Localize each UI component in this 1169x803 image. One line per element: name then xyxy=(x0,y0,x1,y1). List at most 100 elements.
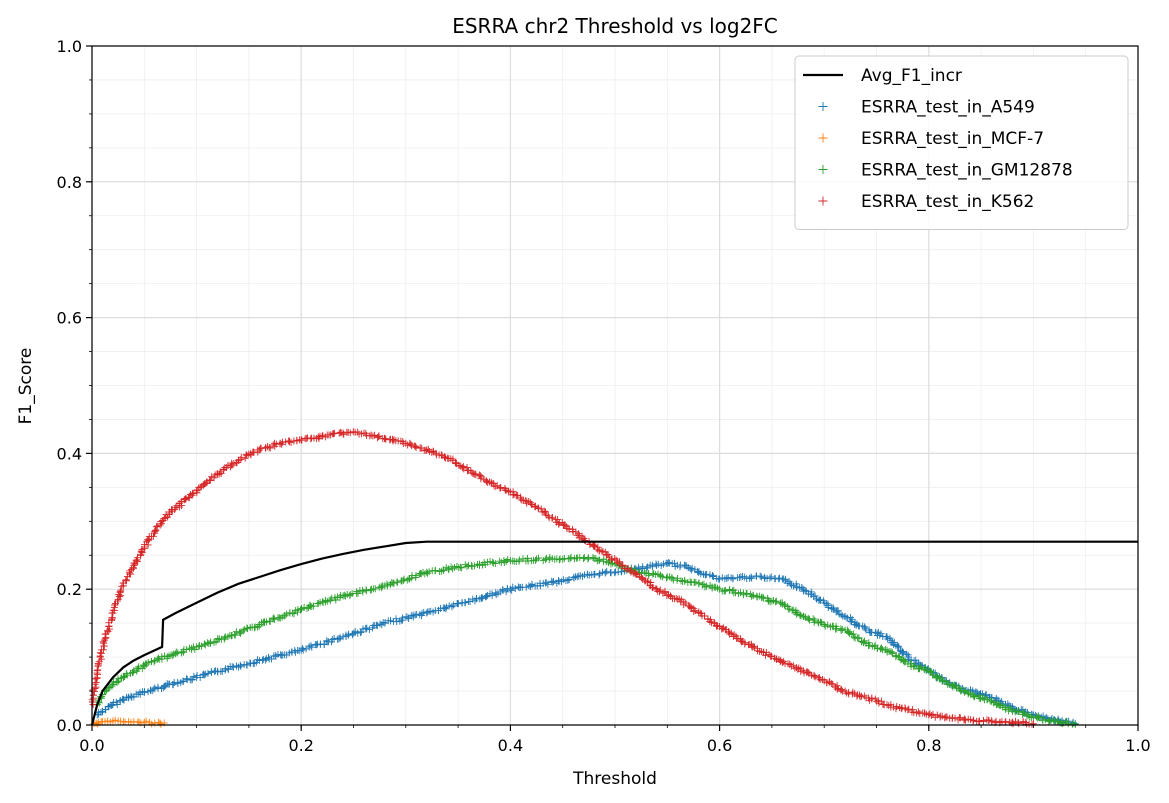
data-point xyxy=(105,702,113,710)
data-point xyxy=(593,545,601,553)
data-point xyxy=(210,474,218,482)
data-point xyxy=(171,506,179,514)
data-point xyxy=(598,547,606,555)
data-point xyxy=(686,578,694,586)
legend-label: ESRRA_test_in_K562 xyxy=(861,192,1034,212)
data-point xyxy=(237,662,245,670)
data-point xyxy=(772,654,780,662)
data-point xyxy=(598,568,606,576)
data-point xyxy=(151,527,159,535)
data-point xyxy=(838,686,846,694)
y-tick-label: 0.4 xyxy=(57,444,82,463)
data-point xyxy=(132,557,140,565)
data-point xyxy=(298,436,306,444)
data-point xyxy=(542,579,550,587)
data-point xyxy=(235,628,243,636)
data-point xyxy=(1015,708,1023,716)
data-point xyxy=(298,644,306,652)
data-point xyxy=(94,660,102,668)
data-point xyxy=(564,576,572,584)
y-tick-label: 1.0 xyxy=(57,37,82,56)
data-point xyxy=(286,438,294,446)
data-point xyxy=(494,589,502,597)
data-point xyxy=(767,653,775,661)
data-point xyxy=(920,666,928,674)
data-point xyxy=(555,520,563,528)
data-point xyxy=(514,491,522,499)
data-point xyxy=(470,562,478,570)
data-point xyxy=(759,593,767,601)
data-point xyxy=(1045,717,1053,725)
data-point xyxy=(548,578,556,586)
data-point xyxy=(672,594,680,602)
data-point xyxy=(548,514,556,522)
data-point xyxy=(216,468,224,476)
data-point xyxy=(589,553,597,561)
data-point xyxy=(988,718,996,726)
data-point xyxy=(174,679,182,687)
data-point xyxy=(748,642,756,650)
data-point xyxy=(428,448,436,456)
data-point xyxy=(591,570,599,578)
data-point xyxy=(743,590,751,598)
data-point xyxy=(992,717,1000,725)
data-point xyxy=(105,684,113,692)
data-point xyxy=(492,590,500,598)
data-point xyxy=(772,597,780,605)
data-point xyxy=(843,614,851,622)
legend-plus-marker xyxy=(818,196,828,206)
data-point xyxy=(357,628,365,636)
data-point xyxy=(847,618,855,626)
data-point xyxy=(390,579,398,587)
data-point xyxy=(801,586,809,594)
data-point xyxy=(224,633,232,641)
data-point xyxy=(448,602,456,610)
data-point xyxy=(119,695,127,703)
data-point xyxy=(342,592,350,600)
data-point xyxy=(534,504,542,512)
data-point xyxy=(849,630,857,638)
data-point xyxy=(701,583,709,591)
data-point xyxy=(290,610,298,618)
data-point xyxy=(932,674,940,682)
data-point xyxy=(307,642,315,650)
data-point xyxy=(756,572,764,580)
data-point xyxy=(92,678,100,686)
data-point xyxy=(492,482,500,490)
data-point xyxy=(309,602,317,610)
data-point xyxy=(431,567,439,575)
y-axis-label: F1_Score xyxy=(16,348,36,425)
data-point xyxy=(202,479,210,487)
data-point xyxy=(970,716,978,724)
data-point xyxy=(829,604,837,612)
data-point xyxy=(570,574,578,582)
data-point xyxy=(217,469,225,477)
data-point xyxy=(488,592,496,600)
data-point xyxy=(108,701,116,709)
series-esrra-test-in-k562 xyxy=(88,428,1037,728)
data-point xyxy=(393,578,401,586)
data-point xyxy=(720,587,728,595)
data-point xyxy=(971,692,979,700)
data-point xyxy=(236,661,244,669)
data-point xyxy=(850,633,858,641)
data-point xyxy=(97,708,105,716)
data-point xyxy=(1002,718,1010,726)
data-point xyxy=(824,603,832,611)
data-point xyxy=(423,569,431,577)
data-point xyxy=(595,571,603,579)
data-point xyxy=(643,564,651,572)
x-tick-label: 0.8 xyxy=(916,736,941,755)
data-point xyxy=(861,623,869,631)
data-point xyxy=(442,605,450,613)
data-point xyxy=(1015,720,1023,728)
data-point xyxy=(149,532,157,540)
data-point xyxy=(497,484,505,492)
legend-label: Avg_F1_incr xyxy=(861,66,962,86)
x-tick-label: 0.4 xyxy=(498,736,523,755)
data-point xyxy=(528,581,536,589)
data-point xyxy=(708,572,716,580)
data-point xyxy=(639,565,647,573)
x-axis-label: Threshold xyxy=(572,769,657,789)
data-point xyxy=(323,597,331,605)
